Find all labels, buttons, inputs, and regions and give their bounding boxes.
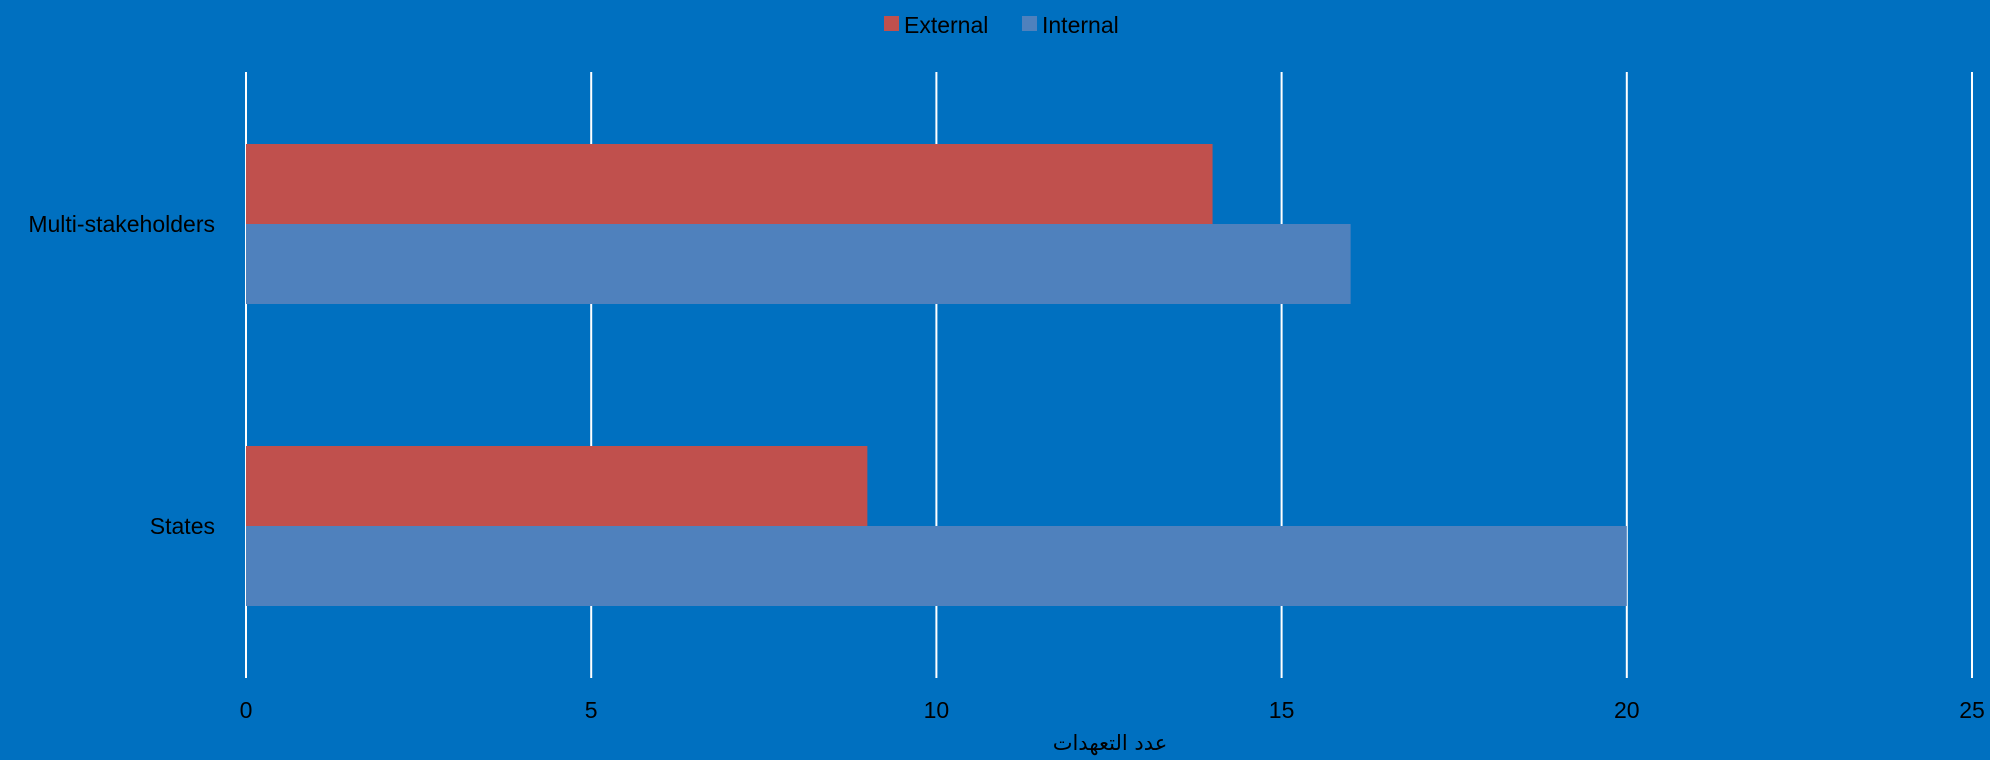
- y-category-label: States: [150, 513, 215, 539]
- x-tick-label: 20: [1614, 697, 1640, 723]
- legend: External Internal: [884, 12, 1119, 38]
- legend-label-external: External: [904, 12, 988, 38]
- y-category-label: Multi-stakeholders: [28, 211, 215, 237]
- x-tick-label: 15: [1269, 697, 1295, 723]
- x-axis-ticks: 0 5 10 15 20 25: [240, 697, 1985, 723]
- x-tick-label: 0: [240, 697, 253, 723]
- bar-external-multi-stakeholders: [246, 144, 1213, 224]
- legend-swatch-internal: [1022, 16, 1037, 31]
- x-axis-title: عدد التعهدات: [1053, 731, 1168, 755]
- x-tick-label: 25: [1959, 697, 1985, 723]
- y-axis-categories: Multi-stakeholders States: [28, 211, 215, 539]
- x-tick-label: 10: [924, 697, 950, 723]
- bar-internal-multi-stakeholders: [246, 224, 1351, 304]
- x-tick-label: 5: [585, 697, 598, 723]
- bar-external-states: [246, 446, 868, 526]
- bars: [246, 144, 1627, 606]
- bar-internal-states: [246, 526, 1627, 606]
- legend-label-internal: Internal: [1042, 12, 1119, 38]
- legend-swatch-external: [884, 16, 899, 31]
